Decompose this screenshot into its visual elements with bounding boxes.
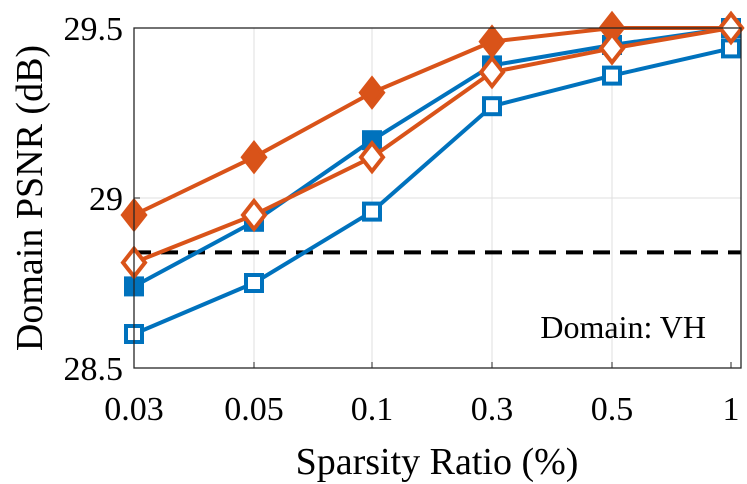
x-tick-label: 0.05 <box>224 391 284 428</box>
y-tick-label: 29 <box>89 181 123 218</box>
series-blue-open-square <box>124 38 741 344</box>
x-axis-label: Sparsity Ratio (%) <box>296 441 579 483</box>
data-point-square <box>482 96 502 117</box>
series-line <box>133 26 732 289</box>
data-point-diamond <box>240 197 268 233</box>
data-point-diamond <box>358 75 386 110</box>
x-tick-label: 0.5 <box>591 391 634 428</box>
series-line <box>133 26 731 217</box>
tick-labels: 0.03 0.05 0.1 0.3 0.5 1 28.5 29 29.5 <box>64 11 740 428</box>
data-point-square <box>244 273 264 293</box>
x-tick-label: 0.3 <box>471 391 514 428</box>
x-tick-label: 1 <box>723 391 740 428</box>
y-axis-label: Domain PSNR (dB) <box>9 45 51 351</box>
data-point-diamond <box>240 139 268 175</box>
x-tick-label: 0.1 <box>351 391 394 428</box>
series-line <box>133 46 732 336</box>
data-point-square <box>362 201 382 222</box>
data-point-diamond <box>478 24 506 59</box>
x-tick-label: 0.03 <box>104 391 164 428</box>
data-point-square <box>602 65 622 86</box>
data-point-diamond <box>478 54 506 90</box>
series-layer <box>120 10 745 344</box>
series-line <box>133 26 732 265</box>
data-point-diamond <box>598 31 626 66</box>
domain-annotation: Domain: VH <box>540 309 706 345</box>
y-tick-label: 29.5 <box>64 11 124 48</box>
series-orange-open-diamond <box>120 10 745 280</box>
data-point-diamond <box>358 139 386 175</box>
series-orange-filled-diamond <box>120 10 745 233</box>
y-tick-label: 28.5 <box>64 351 124 388</box>
